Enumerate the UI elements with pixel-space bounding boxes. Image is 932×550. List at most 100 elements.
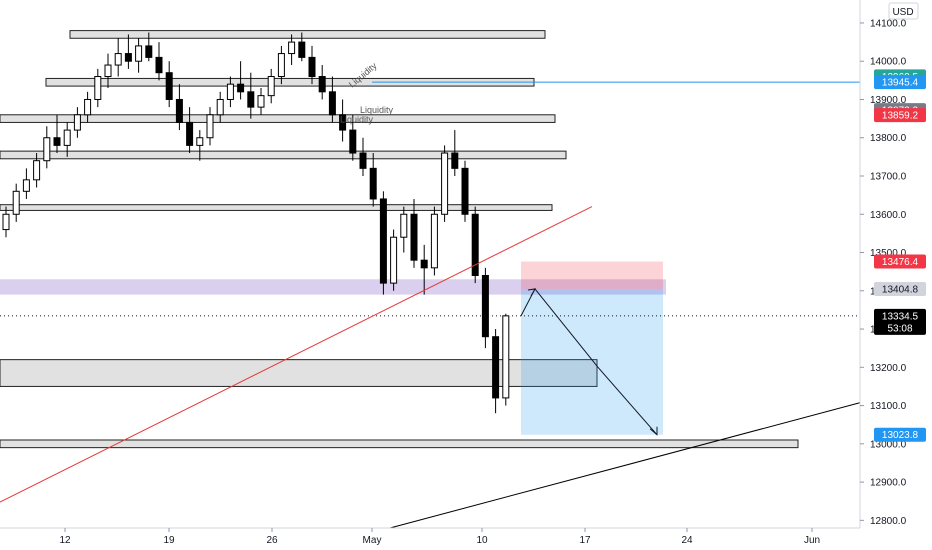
x-tick-label: 26 — [266, 535, 278, 546]
price-badge — [874, 254, 926, 269]
y-tick-label: 13600.0 — [870, 210, 907, 221]
arrow-head-up — [527, 288, 536, 297]
price-badge-label: 13404.8 — [882, 284, 919, 295]
zone-2 — [0, 114, 556, 123]
candle-body — [400, 213, 408, 238]
liquidity-label: Liquidity — [340, 114, 374, 124]
candle-body — [461, 167, 469, 215]
arrow-head-down — [649, 426, 658, 436]
candle-body — [471, 213, 479, 276]
target-zone — [521, 288, 663, 435]
candle-body — [145, 45, 153, 58]
price-badge-label: 13334.5 — [882, 311, 919, 322]
candle-body — [369, 167, 377, 200]
stop-zone — [521, 261, 663, 289]
candle-body — [114, 53, 122, 66]
price-badge — [874, 75, 926, 90]
candle-body — [33, 160, 41, 181]
price-badge-label: 13859.2 — [882, 111, 919, 122]
candle-body — [481, 274, 489, 338]
price-badge-label: 13023.8 — [882, 430, 919, 441]
candle-body — [206, 114, 214, 139]
candle-body — [237, 83, 245, 93]
candle-body — [135, 45, 143, 62]
candle-body — [155, 56, 163, 74]
x-tick-label: 19 — [163, 535, 175, 546]
candle-body — [267, 76, 275, 97]
y-tick-label: 12900.0 — [870, 478, 907, 489]
y-tick-label: 13100.0 — [870, 401, 907, 412]
candle-body — [379, 198, 387, 284]
support-resistance-zones — [0, 30, 799, 449]
trendlines — [0, 81, 879, 529]
candle-body — [257, 95, 265, 108]
candle-body — [298, 41, 306, 58]
price-axis[interactable]: USD 12800.0 12900.0 13000.0 13100.0 13200.0 1… — [859, 0, 932, 550]
candle-body — [186, 121, 194, 146]
y-tick-label: 12800.0 — [870, 516, 907, 527]
candle-body — [2, 213, 10, 231]
projected-path — [520, 288, 658, 436]
candle-body — [216, 98, 224, 116]
x-tick-label: 12 — [59, 535, 71, 546]
price-badge-label: 13476.4 — [882, 257, 919, 268]
candle-body — [410, 213, 418, 261]
short-position-tool[interactable] — [520, 261, 663, 436]
candle-body — [430, 213, 438, 269]
y-tick-label: 13500.0 — [870, 248, 907, 259]
y-tick-label: 14000.0 — [870, 57, 907, 68]
y-tick-label: 13200.0 — [870, 363, 907, 374]
candle-body — [318, 76, 326, 93]
zone-7 — [0, 439, 799, 449]
price-badge — [874, 308, 926, 335]
ascending-red-trendline — [0, 206, 593, 503]
candle-body — [390, 236, 398, 284]
price-badge — [874, 108, 926, 123]
zone-0 — [69, 30, 546, 39]
y-tick-label: 13900.0 — [870, 95, 907, 106]
y-tick-label: 13000.0 — [870, 439, 907, 450]
candle-body — [247, 91, 255, 108]
candle-body — [339, 114, 347, 131]
price-badges: 13960.513945.413872.213859.213476.413404… — [874, 69, 926, 442]
price-badge-label: 13945.4 — [882, 78, 919, 89]
candle-body — [12, 190, 20, 215]
candle-body — [53, 137, 61, 146]
candle-body — [165, 72, 173, 100]
ascending-black-trendline — [389, 397, 879, 529]
candle-body — [420, 259, 428, 269]
time-axis[interactable]: 12 19 26 May 10 17 24 Jun — [0, 527, 932, 550]
candle-body — [277, 53, 285, 78]
candle-body — [502, 315, 510, 399]
y-tick-label: 13700.0 — [870, 172, 907, 183]
price-badge — [874, 281, 926, 296]
candle-body — [492, 336, 500, 399]
x-tick-label: Jun — [804, 535, 820, 546]
candle-body — [73, 114, 81, 131]
candle-body — [63, 129, 71, 146]
liquidity-label: Liquidity — [360, 105, 394, 115]
price-badge — [874, 427, 926, 442]
candle-body — [441, 152, 449, 215]
zone-5 — [0, 279, 666, 295]
candle-body — [94, 76, 102, 100]
candle-body — [359, 152, 367, 169]
candle-body — [104, 64, 112, 78]
candle-body — [226, 83, 234, 100]
candle-body — [43, 137, 51, 162]
currency-label: USD — [892, 7, 913, 18]
candle-body — [349, 129, 357, 154]
candle-body — [288, 41, 296, 55]
candle-body — [22, 179, 30, 192]
candle-body — [196, 137, 204, 146]
candle-body — [84, 98, 92, 116]
y-tick-label: 13800.0 — [870, 133, 907, 144]
zone-3 — [0, 150, 567, 160]
candle-body — [328, 91, 336, 116]
candle-body — [308, 56, 316, 78]
x-tick-label: May — [363, 535, 382, 546]
zone-4 — [0, 204, 553, 211]
